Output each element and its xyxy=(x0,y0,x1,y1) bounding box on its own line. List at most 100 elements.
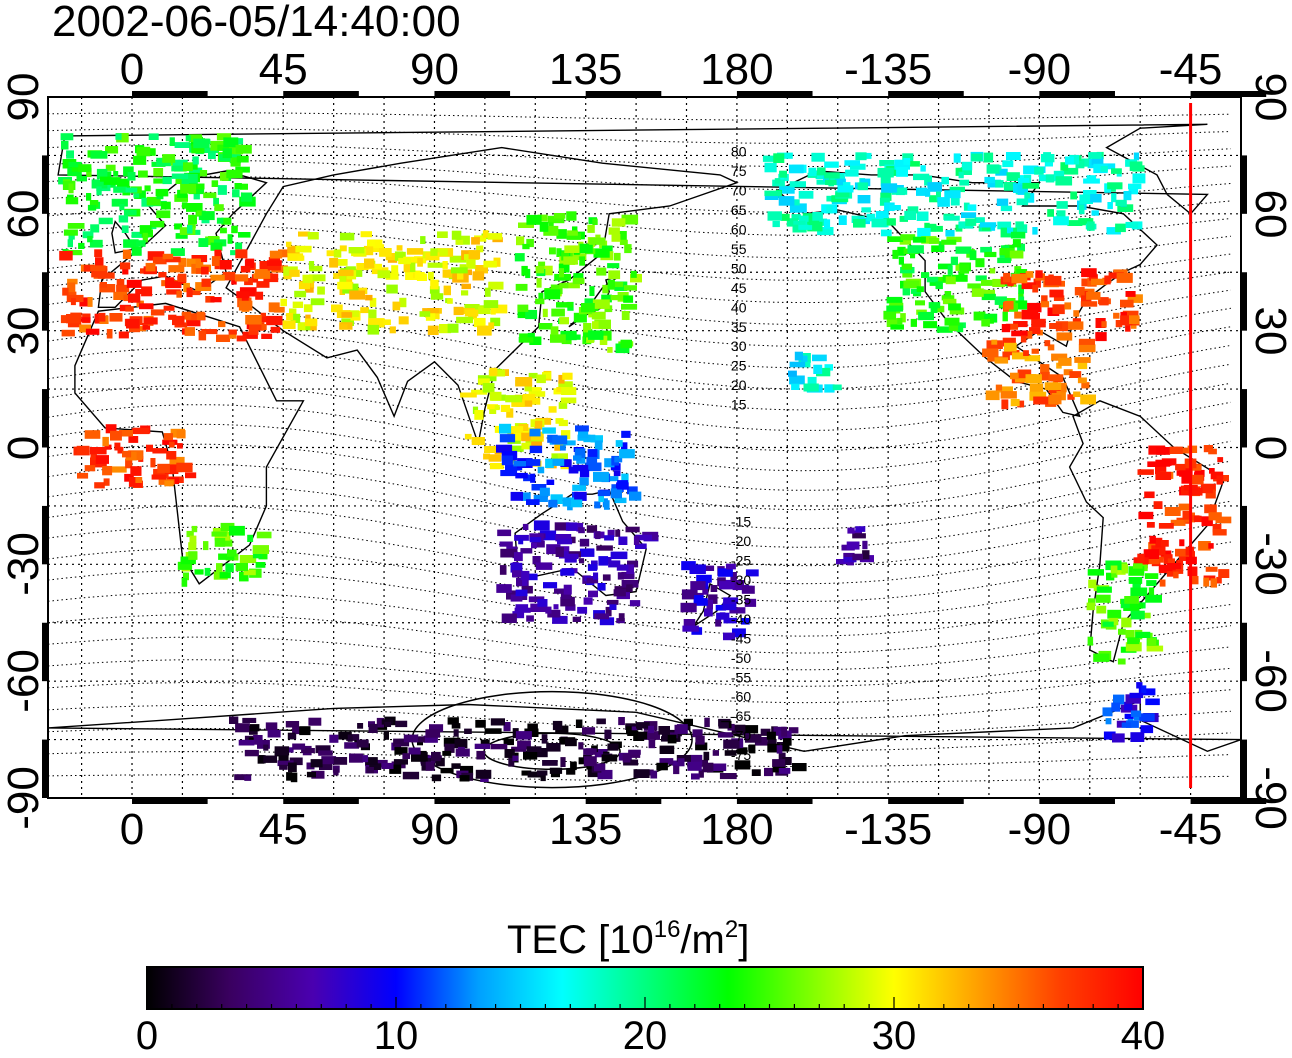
tec-cell xyxy=(857,195,871,204)
tec-cell xyxy=(208,153,216,159)
tec-cell xyxy=(482,383,495,393)
tec-cell xyxy=(596,267,607,276)
tec-cell xyxy=(403,734,419,743)
tec-cell xyxy=(917,227,931,237)
tec-cell xyxy=(574,491,587,501)
tec-cell xyxy=(339,275,350,286)
tec-cell xyxy=(579,469,590,478)
tec-cell xyxy=(417,257,423,267)
tec-cell xyxy=(531,540,545,548)
tec-cell xyxy=(924,222,930,229)
tec-cell xyxy=(1212,524,1222,533)
tec-cell xyxy=(975,258,985,268)
frame-band xyxy=(1039,91,1115,97)
tec-cell xyxy=(503,369,509,376)
tec-cell xyxy=(549,767,563,774)
tec-cell xyxy=(362,755,369,763)
frame-band xyxy=(42,739,48,798)
tec-cell xyxy=(1205,489,1216,499)
contour-label: 75 xyxy=(731,163,747,179)
tec-cell xyxy=(78,242,85,249)
tec-cell xyxy=(729,580,744,588)
tec-cell xyxy=(1125,630,1135,639)
tec-cell xyxy=(457,270,464,280)
tec-cell xyxy=(607,743,619,751)
tec-cell xyxy=(214,538,226,547)
tec-cell xyxy=(256,281,270,288)
tec-cell xyxy=(203,541,209,551)
tec-cell xyxy=(623,759,639,766)
tec-cell xyxy=(807,221,823,232)
tec-cell xyxy=(308,274,326,282)
tec-cell xyxy=(912,236,926,243)
tec-cell xyxy=(748,745,755,751)
tec-cell xyxy=(77,472,89,479)
tec-cell xyxy=(310,323,317,331)
tec-cell xyxy=(1111,569,1118,578)
tec-cell xyxy=(488,281,504,290)
tec-cell xyxy=(510,491,523,501)
tec-cell xyxy=(1017,243,1025,252)
tec-cell xyxy=(203,192,217,199)
tec-cell xyxy=(1130,732,1145,742)
tec-cell xyxy=(880,192,892,201)
tec-cell xyxy=(135,289,146,295)
tec-cell xyxy=(691,773,700,780)
tec-cell xyxy=(150,309,165,316)
tec-cell xyxy=(1055,176,1073,186)
tec-cell xyxy=(883,218,896,226)
tec-cell xyxy=(239,183,248,190)
tec-cell xyxy=(1080,301,1098,307)
tec-cell xyxy=(1091,156,1104,165)
tec-cell xyxy=(578,429,589,439)
tec-cell xyxy=(1216,475,1223,485)
tec-cell xyxy=(836,559,851,565)
tec-cell xyxy=(1002,160,1014,168)
tec-cell xyxy=(1181,475,1191,484)
tec-cell xyxy=(339,232,355,241)
tec-cell xyxy=(236,335,247,342)
tec-cell xyxy=(444,743,455,753)
tec-cell xyxy=(196,311,205,320)
tec-cell xyxy=(103,177,120,185)
tec-cell xyxy=(474,410,484,420)
tec-cell xyxy=(706,599,713,610)
tec-cell xyxy=(620,339,632,349)
tec-cell xyxy=(1106,572,1115,581)
tec-cell xyxy=(563,584,572,595)
tec-cell xyxy=(779,185,795,194)
tec-cell xyxy=(449,255,467,263)
tec-cell xyxy=(301,748,315,754)
contour-line xyxy=(48,224,1231,281)
contour-line xyxy=(48,159,1231,190)
tec-cell xyxy=(539,487,550,496)
bottom-longitude-tick: 0 xyxy=(119,805,145,854)
tec-cell xyxy=(801,355,808,365)
tec-cell xyxy=(544,265,553,276)
tec-cell xyxy=(471,389,488,395)
tec-cell xyxy=(548,499,558,508)
tec-cell xyxy=(244,775,252,781)
tec-cell xyxy=(169,137,175,146)
tec-cell xyxy=(1017,185,1028,195)
tec-cell xyxy=(1132,582,1141,592)
frame-band xyxy=(434,91,511,97)
tec-cell xyxy=(431,248,448,256)
tec-cell xyxy=(186,313,199,323)
tec-cell xyxy=(67,282,76,293)
tec-cell xyxy=(83,265,95,272)
tec-cell xyxy=(730,572,737,582)
tec-cell xyxy=(1105,718,1112,725)
tec-cell xyxy=(490,306,496,315)
tec-cell xyxy=(1003,182,1017,191)
tec-cell xyxy=(558,381,573,391)
contour-line xyxy=(48,774,1231,783)
tec-cell xyxy=(1175,564,1184,574)
tec-cell xyxy=(338,731,352,740)
tec-cell xyxy=(1089,274,1098,281)
tec-cell xyxy=(1095,332,1107,342)
tec-cell xyxy=(475,265,488,274)
tec-cell xyxy=(1011,300,1028,310)
tec-cell xyxy=(566,768,576,775)
tec-cell xyxy=(1141,685,1147,694)
